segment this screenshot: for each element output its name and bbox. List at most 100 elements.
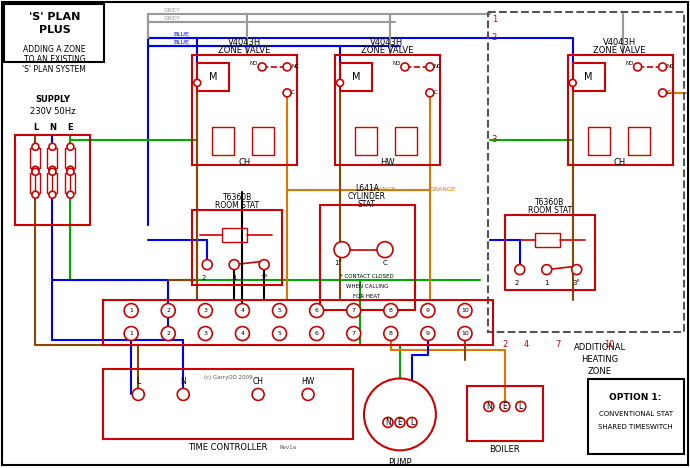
Circle shape xyxy=(426,89,434,97)
Text: 9: 9 xyxy=(426,331,430,336)
Text: NO: NO xyxy=(393,61,401,66)
Text: ZONE: ZONE xyxy=(588,367,611,376)
Circle shape xyxy=(235,304,249,318)
Circle shape xyxy=(572,264,582,275)
Text: TO AN EXISTING: TO AN EXISTING xyxy=(23,55,86,65)
Text: ZONE VALVE: ZONE VALVE xyxy=(218,46,270,55)
Text: 6: 6 xyxy=(315,308,319,313)
Text: ROOM STAT: ROOM STAT xyxy=(528,206,572,215)
Text: 'S' PLAN SYSTEM: 'S' PLAN SYSTEM xyxy=(23,66,86,74)
Text: ZONE VALVE: ZONE VALVE xyxy=(593,46,646,55)
Circle shape xyxy=(32,168,39,175)
Circle shape xyxy=(633,63,642,71)
Text: L: L xyxy=(136,377,140,386)
Bar xyxy=(197,63,229,91)
Text: HW: HW xyxy=(380,158,394,167)
Bar xyxy=(4,4,104,62)
Bar xyxy=(355,127,377,155)
Bar xyxy=(568,55,673,165)
Circle shape xyxy=(337,80,344,87)
Circle shape xyxy=(229,260,239,270)
Text: SUPPLY: SUPPLY xyxy=(35,95,70,104)
Text: NO: NO xyxy=(250,61,258,66)
Circle shape xyxy=(395,417,405,427)
Text: ORANGE: ORANGE xyxy=(370,187,397,192)
Text: ADDING A ZONE: ADDING A ZONE xyxy=(23,45,86,54)
Circle shape xyxy=(658,89,667,97)
Text: 2: 2 xyxy=(166,308,170,313)
Circle shape xyxy=(198,304,213,318)
Text: C: C xyxy=(291,90,295,95)
Text: CONVENTIONAL STAT: CONVENTIONAL STAT xyxy=(598,411,673,417)
Text: 4: 4 xyxy=(524,340,529,349)
Text: CYLINDER: CYLINDER xyxy=(348,192,386,201)
Bar xyxy=(193,55,297,165)
Text: V4043H: V4043H xyxy=(371,38,404,47)
Text: 3: 3 xyxy=(204,308,207,313)
Text: M: M xyxy=(352,72,360,82)
Text: NC: NC xyxy=(291,65,299,69)
Text: 1: 1 xyxy=(544,279,549,285)
Text: E: E xyxy=(397,418,402,427)
Bar xyxy=(467,387,543,441)
Circle shape xyxy=(334,241,350,258)
Text: OPTION 1:: OPTION 1: xyxy=(609,393,662,402)
Text: 1°: 1° xyxy=(334,260,342,266)
Text: CH: CH xyxy=(613,158,626,167)
Text: N: N xyxy=(180,377,186,386)
Text: (c) GarryOD 2009: (c) GarryOD 2009 xyxy=(204,375,253,380)
Bar xyxy=(395,127,417,155)
Text: 3°: 3° xyxy=(260,275,268,281)
Text: SHARED TIMESWITCH: SHARED TIMESWITCH xyxy=(598,424,673,431)
Circle shape xyxy=(132,388,144,401)
Circle shape xyxy=(177,388,189,401)
Text: TIME CONTROLLER: TIME CONTROLLER xyxy=(188,443,268,452)
Circle shape xyxy=(49,166,56,173)
Text: C: C xyxy=(434,90,437,95)
Circle shape xyxy=(302,388,314,401)
Text: 6: 6 xyxy=(315,331,319,336)
Circle shape xyxy=(259,260,269,270)
Text: CH: CH xyxy=(253,377,264,386)
Circle shape xyxy=(569,80,576,87)
Bar xyxy=(48,148,57,168)
Circle shape xyxy=(515,264,525,275)
Circle shape xyxy=(258,63,266,71)
Bar xyxy=(48,173,57,193)
Circle shape xyxy=(67,191,74,198)
Text: 1: 1 xyxy=(129,308,133,313)
Text: GREY: GREY xyxy=(164,8,180,14)
Circle shape xyxy=(67,168,74,175)
Text: 9: 9 xyxy=(426,308,430,313)
Bar xyxy=(30,148,41,168)
Circle shape xyxy=(49,168,56,175)
Text: BLUE: BLUE xyxy=(173,40,189,45)
Text: 8: 8 xyxy=(389,308,393,313)
Circle shape xyxy=(401,63,409,71)
Text: BLUE: BLUE xyxy=(173,32,189,37)
Circle shape xyxy=(377,241,393,258)
Text: WHEN CALLING: WHEN CALLING xyxy=(346,284,388,289)
Bar xyxy=(573,63,604,91)
Circle shape xyxy=(515,402,526,411)
Text: 2: 2 xyxy=(502,340,507,349)
Text: 4: 4 xyxy=(240,331,244,336)
Bar xyxy=(15,135,90,225)
Text: FOR HEAT: FOR HEAT xyxy=(353,294,380,299)
Text: 5: 5 xyxy=(277,331,282,336)
Circle shape xyxy=(421,304,435,318)
Text: NC: NC xyxy=(667,65,674,69)
Text: T6360B: T6360B xyxy=(535,198,564,207)
Circle shape xyxy=(49,191,56,198)
Circle shape xyxy=(310,304,324,318)
Text: 7: 7 xyxy=(555,340,560,349)
Circle shape xyxy=(124,304,138,318)
Circle shape xyxy=(364,379,436,450)
Circle shape xyxy=(49,143,56,150)
Text: N: N xyxy=(49,124,56,132)
Bar xyxy=(488,12,684,331)
Text: T6360B: T6360B xyxy=(222,193,252,202)
Circle shape xyxy=(124,327,138,341)
Text: L641A: L641A xyxy=(355,184,379,193)
Circle shape xyxy=(32,143,39,150)
